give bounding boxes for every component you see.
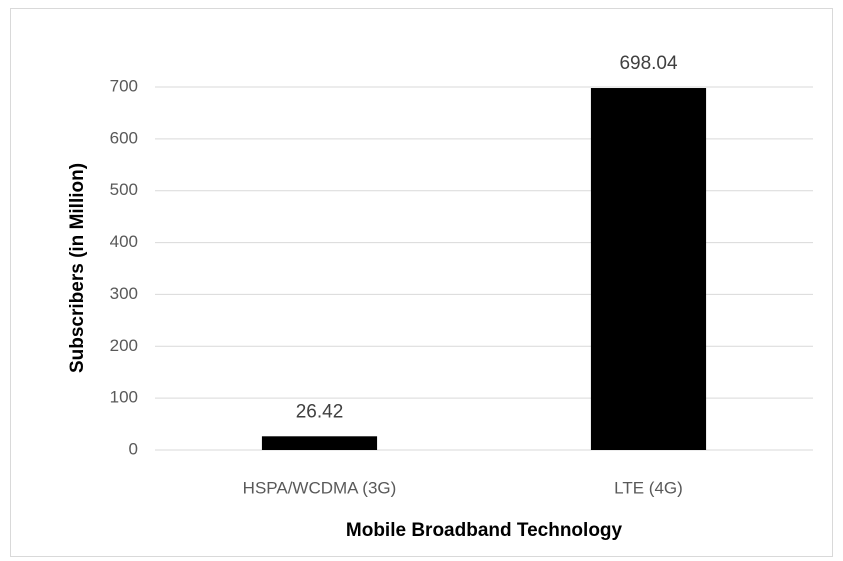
y-tick-label: 500 — [110, 180, 138, 199]
y-tick-label: 300 — [110, 284, 138, 303]
x-tick-label: HSPA/WCDMA (3G) — [243, 478, 397, 497]
bar — [261, 436, 378, 450]
data-label: 698.04 — [619, 53, 678, 74]
y-tick-label: 100 — [110, 388, 138, 407]
y-tick-label: 0 — [129, 439, 138, 458]
y-tick-label: 400 — [110, 232, 138, 251]
y-tick-label: 600 — [110, 128, 138, 147]
bar — [590, 88, 707, 450]
x-tick-label: LTE (4G) — [614, 478, 683, 497]
data-label: 26.42 — [296, 401, 344, 422]
y-tick-label: 700 — [110, 76, 138, 95]
y-tick-label: 200 — [110, 336, 138, 355]
y-axis-title: Subscribers (in Million) — [67, 163, 88, 373]
x-axis-title: Mobile Broadband Technology — [346, 520, 623, 541]
